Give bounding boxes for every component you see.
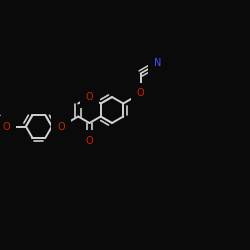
Text: N: N [154, 58, 162, 68]
Text: O: O [2, 122, 10, 132]
Text: O: O [86, 136, 93, 146]
Text: O: O [57, 122, 65, 132]
Text: O: O [86, 92, 93, 102]
Text: O: O [137, 88, 144, 99]
